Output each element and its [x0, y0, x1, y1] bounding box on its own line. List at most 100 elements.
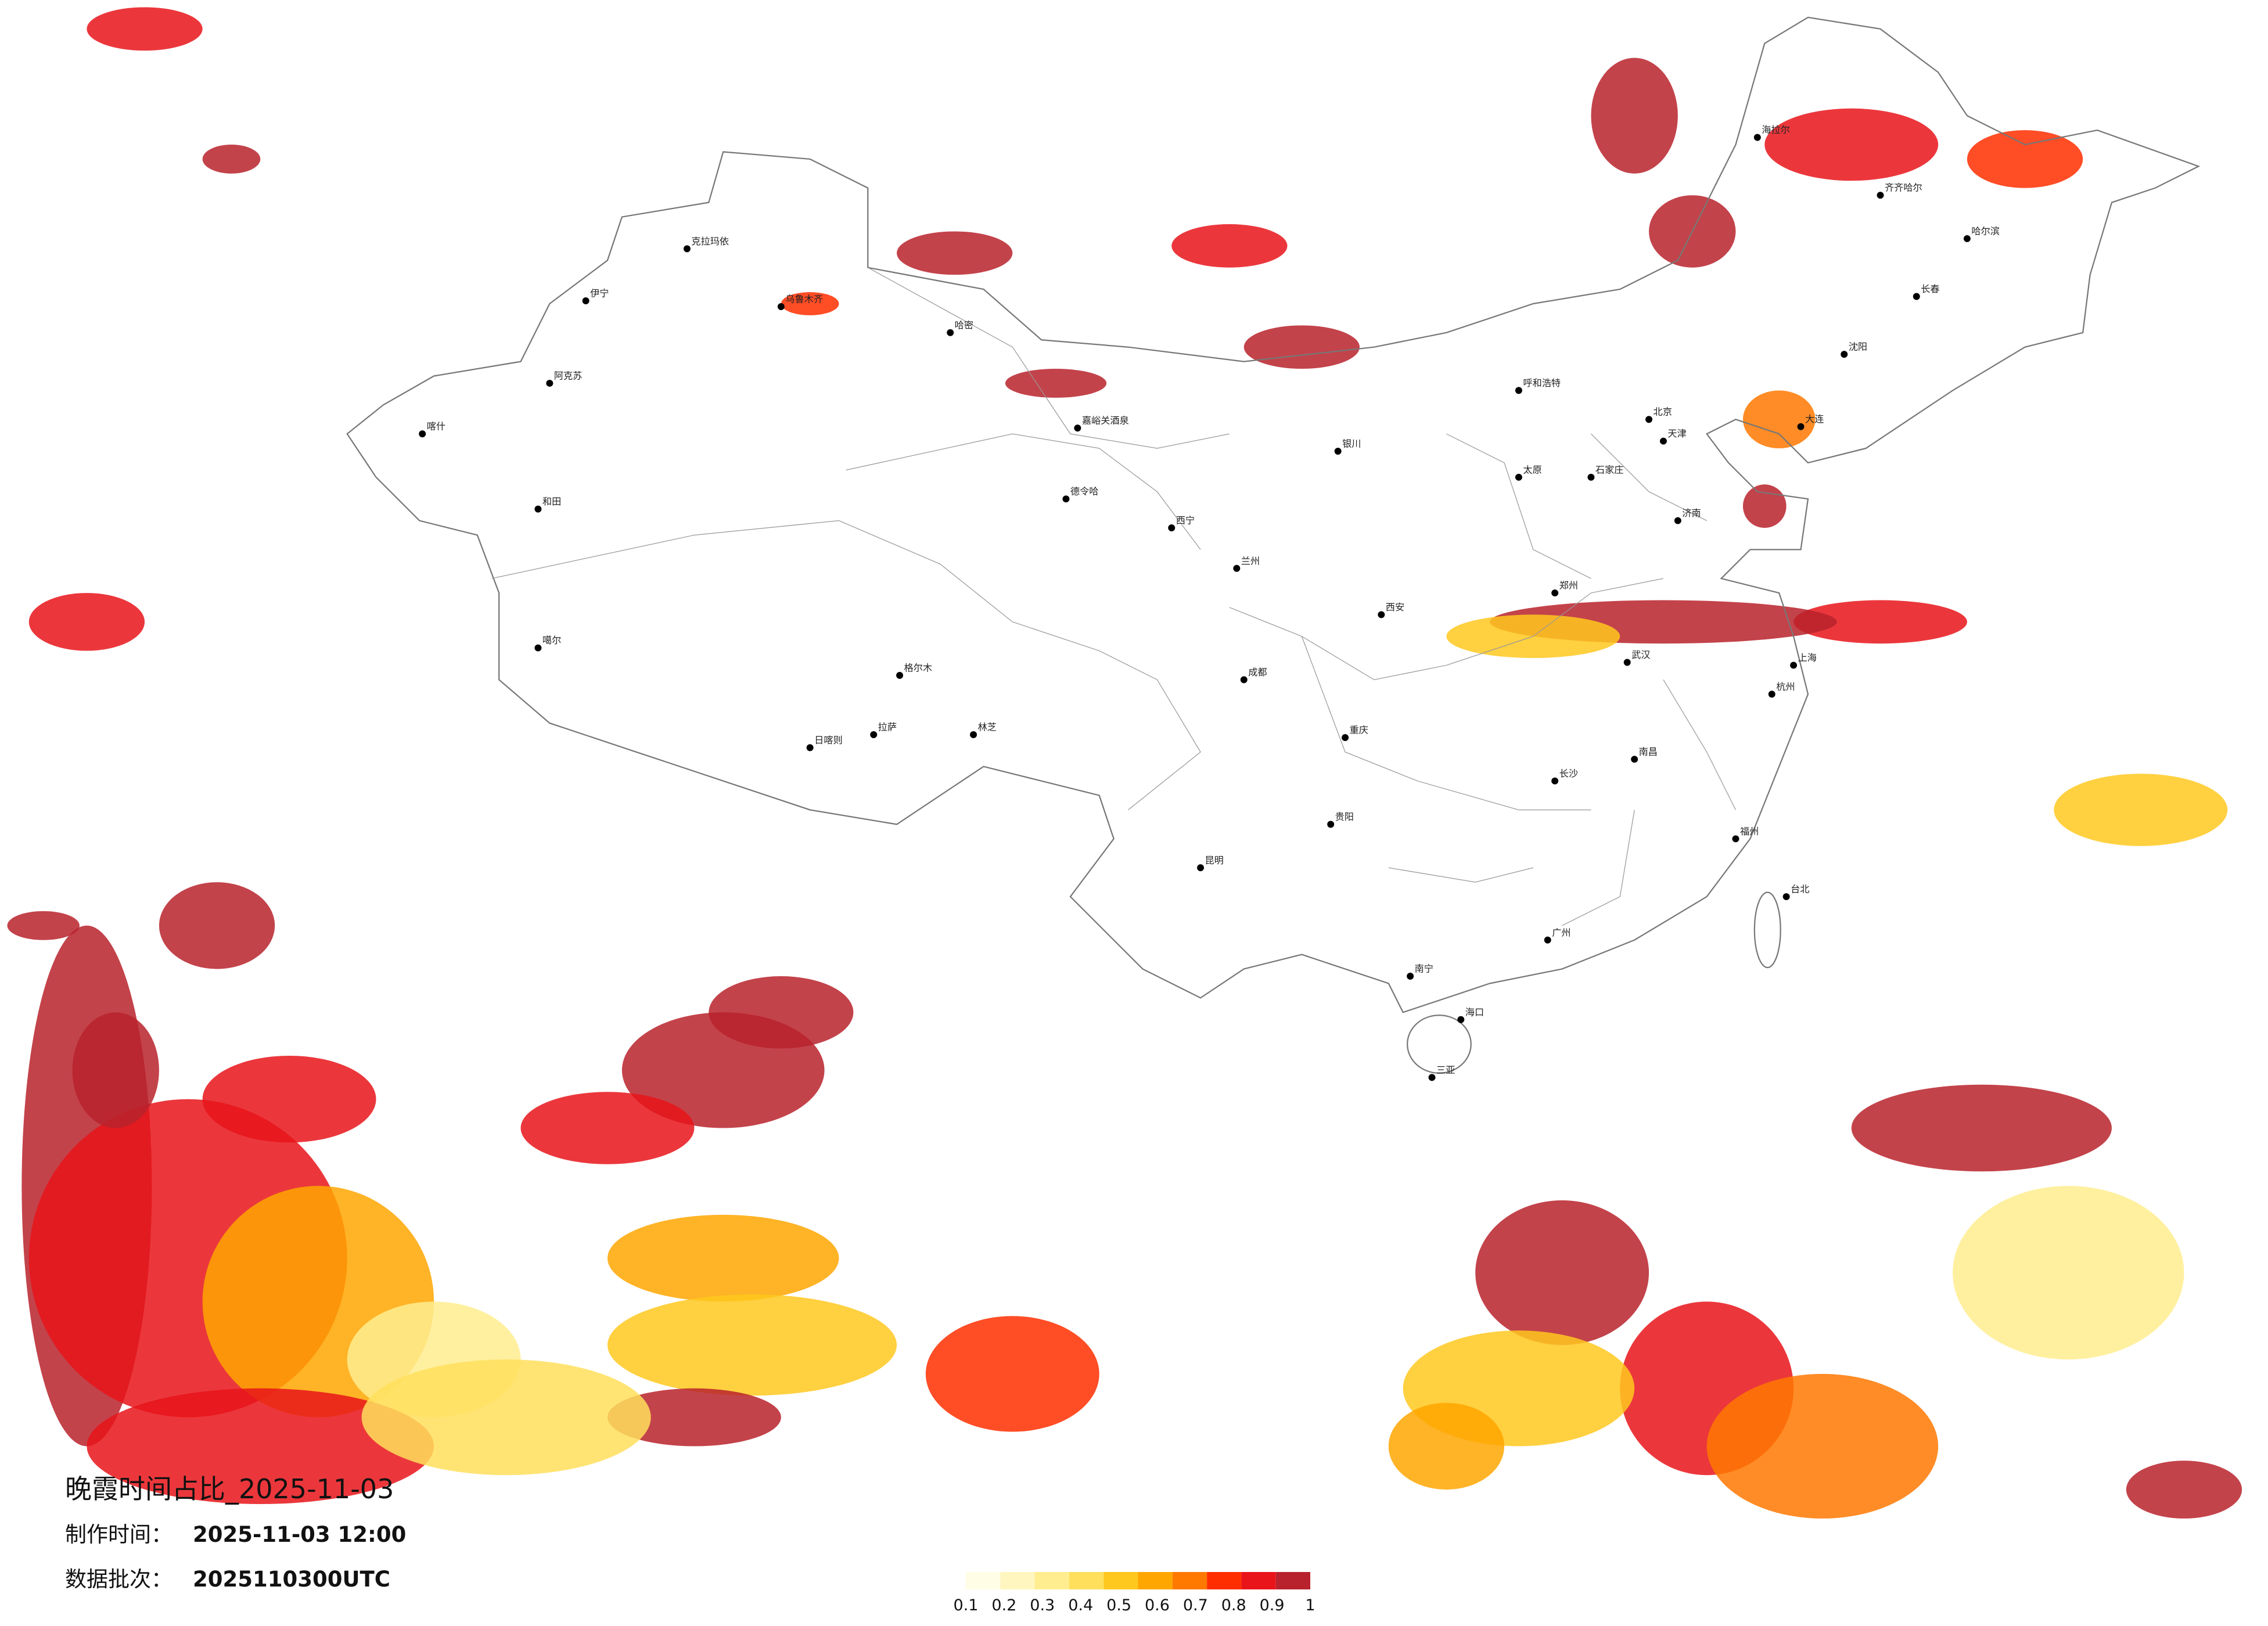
legend-swatch	[1104, 1572, 1138, 1589]
city-label: 大连	[1805, 413, 1824, 425]
heat-patch	[1764, 108, 1939, 181]
city-label: 长春	[1921, 283, 1939, 294]
province-lines	[491, 267, 1737, 926]
city-dot	[534, 644, 542, 652]
city-label: 石家庄	[1595, 464, 1624, 475]
city-label: 乌鲁木齐	[785, 293, 823, 304]
legend-tick-label: 0.6	[1145, 1596, 1170, 1614]
city-dot	[1428, 1074, 1436, 1081]
heat-patch	[897, 231, 1013, 275]
taiwan	[1753, 891, 1781, 969]
city-label: 三亚	[1436, 1064, 1455, 1075]
city-label: 噶尔	[542, 635, 561, 646]
legend-tick-label: 0.3	[1030, 1596, 1055, 1614]
city-label: 西宁	[1176, 515, 1195, 526]
heat-patch	[72, 1012, 159, 1128]
legend-tick-label: 0.8	[1221, 1596, 1246, 1614]
legend-swatch	[1000, 1572, 1035, 1589]
city-label: 成都	[1248, 667, 1267, 678]
city-label: 重庆	[1350, 725, 1368, 736]
city-dot	[1457, 1016, 1465, 1023]
city-dot	[1768, 690, 1775, 698]
city-dot	[947, 329, 954, 336]
city-dot	[1797, 423, 1805, 430]
city-dot	[1342, 734, 1349, 742]
heat-patch	[520, 1092, 695, 1164]
city-label: 嘉峪关酒泉	[1082, 415, 1129, 426]
heat-patch	[7, 911, 80, 940]
legend-tick-label: 0.2	[991, 1596, 1016, 1614]
city-dot	[1551, 777, 1559, 785]
heat-patch	[2054, 774, 2228, 846]
city-label: 和田	[542, 496, 561, 507]
city-label: 海拉尔	[1762, 124, 1790, 135]
borders	[346, 16, 2201, 1074]
heat-patch	[1475, 1200, 1649, 1346]
legend-swatch	[1241, 1572, 1276, 1589]
heat-patch	[709, 976, 854, 1049]
heat-patch	[202, 1055, 376, 1143]
legend-swatch	[1069, 1572, 1104, 1589]
made-time: 2025-11-03 12:00	[193, 1522, 406, 1547]
city-dot	[1551, 589, 1559, 597]
city-label: 上海	[1798, 652, 1817, 663]
city-dot	[546, 379, 553, 387]
legend-swatch	[1172, 1572, 1207, 1589]
city-dot	[1407, 973, 1414, 980]
legend-tick-label: 0.9	[1260, 1596, 1285, 1614]
city-label: 银川	[1342, 438, 1361, 449]
batch: 2025110300UTC	[193, 1567, 390, 1592]
heat-patch	[925, 1316, 1099, 1432]
city-label: 郑州	[1559, 580, 1578, 591]
city-dot	[806, 744, 814, 751]
city-dot	[1645, 416, 1653, 423]
heat-patch	[1243, 325, 1360, 369]
city-dot	[870, 731, 878, 739]
city-label: 日喀则	[814, 735, 843, 746]
city-dot	[1334, 448, 1342, 455]
heat-patch	[1171, 224, 1288, 268]
city-label: 哈尔滨	[1971, 225, 2000, 236]
city-dot	[1674, 517, 1681, 524]
heat-patch	[1591, 57, 1678, 174]
heat-patch	[2126, 1460, 2242, 1519]
hainan	[1407, 1015, 1472, 1074]
city-label: 太原	[1523, 464, 1541, 475]
heat-patch	[1005, 369, 1107, 398]
china-border	[346, 16, 2201, 1013]
city-label: 北京	[1654, 406, 1672, 418]
legend: 0.1 0.2 0.3 0.4 0.5 0.6 0.7 0.8 0.9 1	[954, 1572, 1315, 1614]
heat-patch	[1388, 1402, 1505, 1490]
legend-tick-label: 1	[1305, 1596, 1315, 1614]
city-dot	[1753, 134, 1761, 141]
city-label: 济南	[1682, 508, 1701, 519]
heat-patch	[361, 1359, 651, 1476]
city-label: 格尔木	[904, 663, 933, 674]
city-label: 广州	[1552, 927, 1570, 938]
heat-patch	[1793, 600, 1967, 644]
city-dot	[1074, 425, 1081, 432]
heat-patch	[607, 1214, 839, 1302]
heat-patch	[1706, 1373, 1939, 1519]
city-dot	[1732, 835, 1739, 843]
made-label: 制作时间：	[65, 1522, 172, 1547]
city-label: 南宁	[1415, 963, 1433, 974]
heat-patch	[1967, 130, 2083, 188]
city-label: 西安	[1386, 602, 1404, 613]
city-dot	[1790, 661, 1798, 669]
batch-label: 数据批次：	[65, 1567, 172, 1592]
city-dot	[1515, 473, 1522, 481]
city-label: 喀什	[427, 421, 445, 432]
city-dot	[683, 245, 691, 253]
legend-tick-label: 0.4	[1068, 1596, 1093, 1614]
city-label: 沈阳	[1849, 341, 1867, 352]
city-dot	[1378, 611, 1385, 618]
city-dot	[896, 672, 904, 679]
heat-patch	[159, 882, 275, 969]
city-label: 阿克苏	[554, 370, 583, 381]
heat-patch	[1742, 390, 1816, 449]
city-label: 天津	[1667, 428, 1686, 439]
legend-swatch	[1207, 1572, 1242, 1589]
heat-patch	[28, 593, 145, 651]
